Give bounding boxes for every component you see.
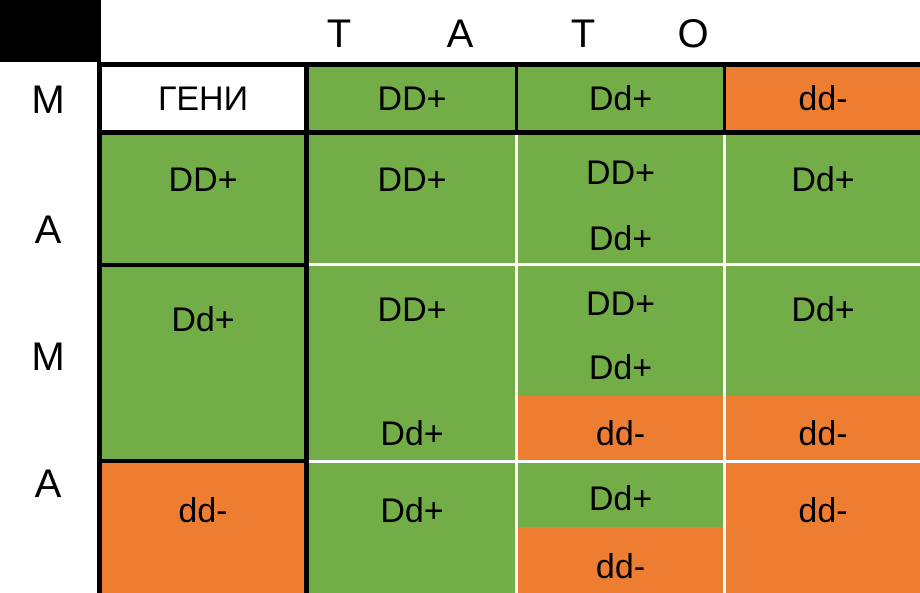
father-gene-3: dd- <box>726 67 920 130</box>
cell-r2c1: DD+ Dd+ <box>309 266 515 460</box>
father-gene-1-label: DD+ <box>377 80 447 118</box>
mother-gene-3-label: dd- <box>178 492 228 530</box>
cell-r3c2: Dd+ <box>518 463 723 527</box>
father-gene-2: Dd+ <box>518 67 723 130</box>
cell-r3c2-line-2: dd- <box>595 548 646 586</box>
cell-r2c1-line-2: Dd+ <box>380 415 444 453</box>
father-letter-2: А <box>446 12 474 56</box>
father-gene-divider-1 <box>515 67 518 135</box>
cell-r2c2-line-3: dd- <box>595 415 646 453</box>
mother-letter-4: А <box>34 462 62 506</box>
cell-r1c2: DD+ Dd+ <box>518 135 723 263</box>
father-header: Т А Т О <box>101 0 920 62</box>
mother-col-divider <box>304 67 309 593</box>
cell-r2c3-recessive: dd- <box>726 396 920 460</box>
cell-r2c3: Dd+ <box>726 266 920 396</box>
cell-r2c3-line-1: Dd+ <box>791 291 855 329</box>
genes-label-cell: ГЕНИ <box>102 67 304 130</box>
cell-r2c2-recessive: dd- <box>518 396 723 460</box>
mother-gene-divider-1 <box>102 263 309 267</box>
cell-r1c2-line-1: DD+ <box>586 154 655 192</box>
cell-r3c2-recessive: dd- <box>518 527 723 593</box>
mother-letter-3: М <box>31 335 65 379</box>
cell-r1c1: DD+ <box>309 135 515 263</box>
cell-r1c2-line-2: Dd+ <box>588 220 653 258</box>
mother-gene-1-label: DD+ <box>168 161 238 199</box>
cell-r3c2-line-1: Dd+ <box>588 480 653 518</box>
mother-letter-1: М <box>31 78 65 122</box>
cell-r2c3-line-2: dd- <box>798 415 848 453</box>
cell-r3c3: dd- <box>726 463 920 593</box>
father-letter-1: Т <box>326 12 352 56</box>
cell-r1c3-line-1: Dd+ <box>791 161 855 199</box>
cell-r2c1-line-1: DD+ <box>377 291 447 329</box>
genes-label: ГЕНИ <box>157 80 249 118</box>
gene-row-divider <box>102 130 920 135</box>
father-gene-3-label: dd- <box>798 80 848 118</box>
mother-gene-divider-2 <box>102 459 309 463</box>
cell-r2c2-line-2: Dd+ <box>588 349 653 387</box>
father-gene-2-label: Dd+ <box>588 80 653 118</box>
mother-gene-2-label: Dd+ <box>171 301 235 339</box>
cell-r2c2-line-1: DD+ <box>586 285 655 323</box>
mother-gene-1: DD+ <box>102 135 304 263</box>
cell-r1c1-line-1: DD+ <box>377 161 447 199</box>
father-letter-3: Т <box>570 12 596 56</box>
father-gene-1: DD+ <box>309 67 515 130</box>
cell-r2c2: DD+ Dd+ <box>518 266 723 396</box>
father-letter-4: О <box>677 12 709 56</box>
cell-r3c1-line-1: Dd+ <box>380 492 444 530</box>
cell-r1c3: Dd+ <box>726 135 920 263</box>
father-gene-divider-2 <box>723 67 726 135</box>
mother-gene-3: dd- <box>102 463 304 593</box>
mother-gene-2: Dd+ <box>102 267 304 459</box>
header-divider <box>98 62 920 67</box>
corner-block <box>0 0 101 62</box>
cell-r3c1: Dd+ <box>309 463 515 593</box>
mother-letter-2: А <box>34 208 62 252</box>
left-divider <box>97 62 102 593</box>
cell-r3c3-line-1: dd- <box>798 492 848 530</box>
